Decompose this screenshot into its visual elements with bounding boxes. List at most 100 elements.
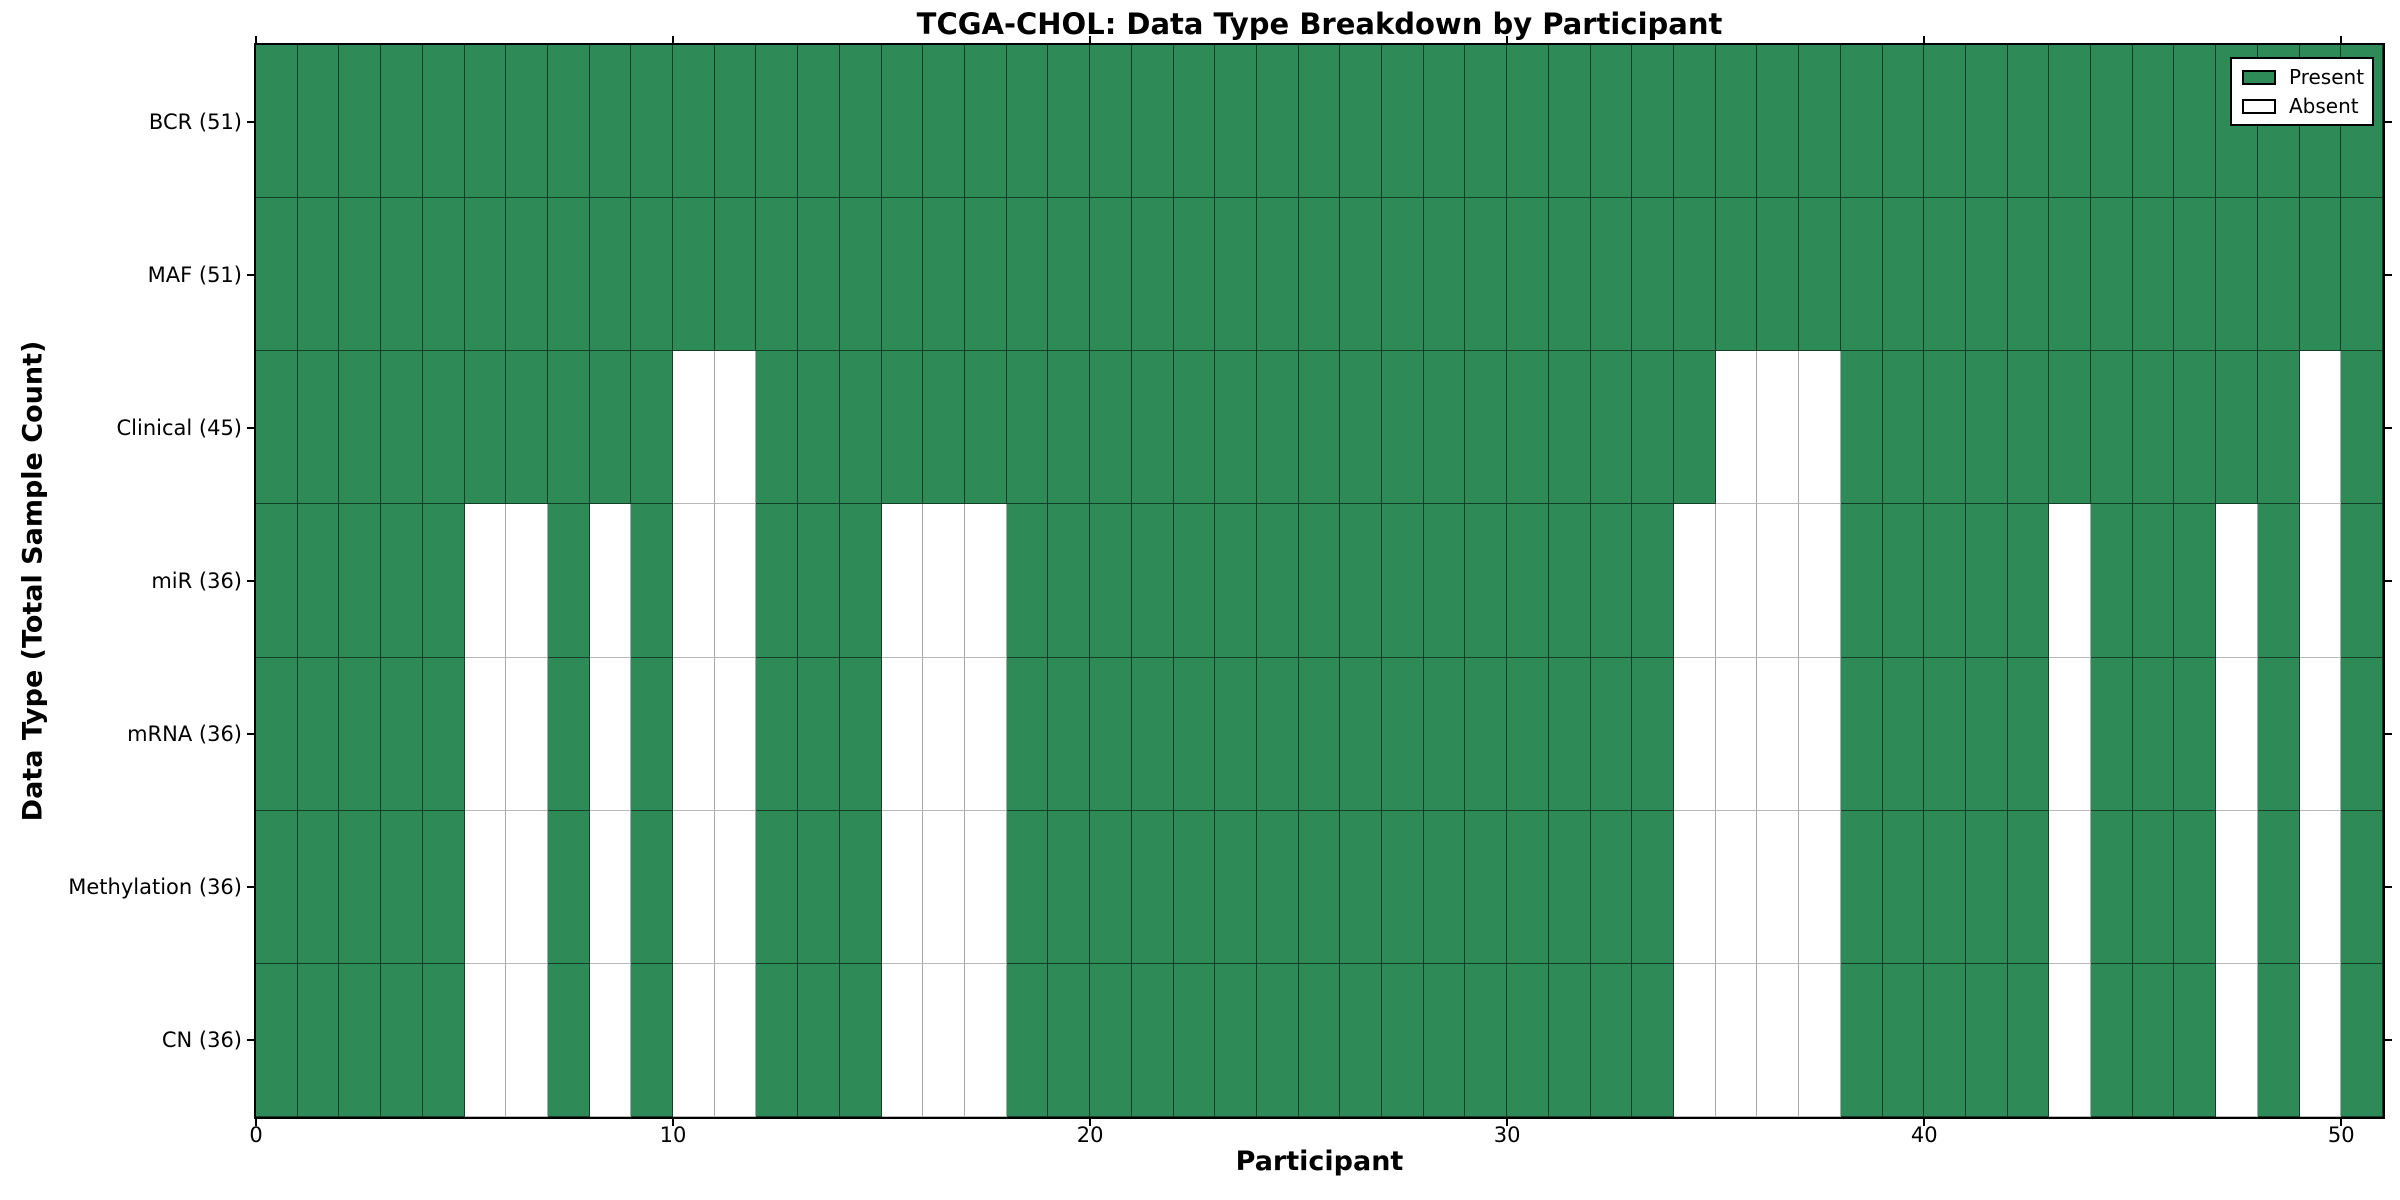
grid-cell	[2007, 198, 2050, 352]
grid-cell	[547, 504, 590, 658]
grid-cell	[1715, 504, 1758, 658]
grid-cell	[381, 45, 423, 199]
grid-cell	[2007, 45, 2050, 199]
grid-cell	[2257, 657, 2300, 811]
tick-mark	[247, 733, 254, 736]
grid-cell	[256, 810, 298, 964]
grid-cell	[2132, 45, 2175, 199]
grid-cell	[798, 504, 840, 658]
grid-cell	[1298, 810, 1341, 964]
grid-cell	[1006, 351, 1049, 505]
grid-cell	[1215, 504, 1257, 658]
grid-cell	[1590, 351, 1633, 505]
grid-cell	[1799, 504, 1841, 658]
grid-cell	[1382, 810, 1424, 964]
grid-cell	[714, 198, 757, 352]
grid-cell	[339, 45, 382, 199]
grid-cell	[422, 198, 465, 352]
grid-cell	[422, 45, 465, 199]
x-tick-label: 10	[659, 1123, 687, 1147]
grid-cell	[2174, 657, 2217, 811]
grid-cell	[422, 810, 465, 964]
grid-cell	[1090, 504, 1132, 658]
grid-cell	[1840, 351, 1883, 505]
grid-cell	[1340, 504, 1383, 658]
grid-cell	[756, 351, 799, 505]
grid-cell	[756, 198, 799, 352]
grid-cell	[2091, 504, 2133, 658]
grid-cell	[1090, 198, 1132, 352]
grid-cell	[339, 963, 382, 1117]
grid-cell	[756, 45, 799, 199]
grid-cell	[881, 810, 924, 964]
grid-cell	[1423, 351, 1466, 505]
grid-cell	[2132, 504, 2175, 658]
grid-cell	[297, 657, 340, 811]
x-tick-label: 50	[2327, 1123, 2355, 1147]
grid-cell	[1840, 504, 1883, 658]
grid-cell	[1632, 351, 1674, 505]
grid-cell	[1006, 504, 1049, 658]
grid-cell	[923, 810, 965, 964]
grid-cell	[1924, 963, 1966, 1117]
grid-cell	[673, 657, 715, 811]
grid-cell	[1799, 657, 1841, 811]
grid-cell	[2049, 963, 2092, 1117]
grid-cell	[2216, 198, 2258, 352]
grid-cell	[2174, 351, 2217, 505]
legend-label-absent: Absent	[2289, 94, 2359, 118]
grid-cell	[839, 963, 882, 1117]
grid-cell	[1674, 504, 1716, 658]
grid-cell	[1382, 657, 1424, 811]
y-tick-label: Clinical (45)	[116, 415, 242, 440]
grid-cell	[1006, 198, 1049, 352]
grid-cell	[1507, 504, 1549, 658]
grid-cell	[547, 198, 590, 352]
grid-cell	[1382, 45, 1424, 199]
chart-title: TCGA-CHOL: Data Type Breakdown by Partic…	[916, 7, 1723, 41]
grid-cell	[297, 45, 340, 199]
grid-cell	[798, 351, 840, 505]
legend-label-present: Present	[2289, 65, 2365, 89]
grid-cell	[2341, 198, 2383, 352]
grid-cell	[1256, 351, 1299, 505]
grid-cell	[422, 351, 465, 505]
grid-cell	[1799, 810, 1841, 964]
grid-cell	[881, 657, 924, 811]
grid-cell	[2091, 351, 2133, 505]
grid-cell	[256, 504, 298, 658]
grid-cell	[839, 657, 882, 811]
tick-mark	[2385, 580, 2392, 582]
grid-cell	[1465, 351, 1508, 505]
grid-cell	[1590, 963, 1633, 1117]
grid-cell	[256, 963, 298, 1117]
grid-cell	[506, 657, 548, 811]
grid-cell	[1882, 504, 1925, 658]
grid-cell	[631, 810, 674, 964]
grid-cell	[1715, 810, 1758, 964]
grid-cell	[673, 45, 715, 199]
grid-cell	[1757, 198, 1800, 352]
grid-cell	[1423, 198, 1466, 352]
grid-cell	[1965, 45, 2008, 199]
tick-mark	[2385, 733, 2392, 736]
grid-cell	[1423, 45, 1466, 199]
grid-cell	[1924, 504, 1966, 658]
grid-cell	[631, 963, 674, 1117]
grid-cell	[1006, 657, 1049, 811]
grid-cell	[1715, 45, 1758, 199]
grid-cell	[339, 810, 382, 964]
grid-cell	[2174, 45, 2217, 199]
grid-cell	[2216, 963, 2258, 1117]
grid-cell	[1382, 963, 1424, 1117]
grid-cell	[881, 504, 924, 658]
grid-cell	[2257, 351, 2300, 505]
y-tick-label: mRNA (36)	[127, 722, 242, 747]
grid-cell	[881, 351, 924, 505]
grid-cell	[1632, 963, 1674, 1117]
grid-cell	[965, 45, 1007, 199]
grid-cell	[1215, 45, 1257, 199]
tick-mark	[2385, 120, 2392, 123]
tick-mark	[2385, 886, 2392, 889]
